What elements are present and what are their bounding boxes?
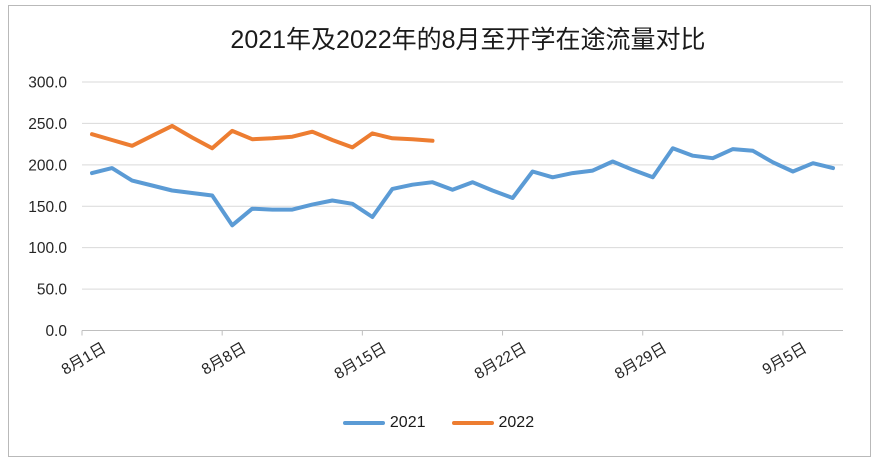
y-tick-label: 300.0 (28, 75, 67, 92)
series-line-2021 (90, 146, 835, 228)
legend-item-2021[interactable]: 2021 (342, 414, 426, 432)
legend-item-2022[interactable]: 2022 (451, 414, 535, 432)
y-tick-label: 0.0 (45, 323, 67, 340)
y-tick-label: 50.0 (37, 282, 68, 299)
x-tick-label: 8月29日 (612, 340, 670, 383)
y-tick-label: 250.0 (28, 116, 67, 133)
legend-label-2022: 2022 (498, 414, 535, 431)
x-tick-label: 9月5日 (760, 340, 810, 379)
x-tick-label: 8月22日 (472, 340, 530, 383)
y-tick-label: 200.0 (28, 157, 67, 174)
x-axis-labels: 8月1日 8月8日 8月15日 8月22日 8月29日 9月5日 (59, 340, 810, 383)
x-axis (81, 330, 843, 336)
x-tick-label: 8月15日 (332, 340, 390, 383)
chart-border (8, 5, 871, 457)
y-tick-label: 150.0 (28, 199, 67, 216)
legend-swatch-2021-line (342, 421, 385, 425)
legend: 2021 2022 (0, 414, 877, 432)
legend-label-2021: 2021 (389, 414, 426, 431)
x-tick-label: 8月1日 (59, 340, 109, 379)
chart-title: 2021年及2022年的8月至开学在途流量对比 (230, 26, 706, 54)
y-tick-label: 100.0 (28, 240, 67, 257)
legend-swatch-2022-line (451, 421, 494, 425)
series-line-2022 (90, 123, 435, 151)
x-tick-label: 8月8日 (199, 340, 249, 379)
y-axis-labels: 300.0 250.0 200.0 150.0 100.0 50.0 0.0 (28, 75, 67, 341)
gridlines (82, 81, 843, 331)
